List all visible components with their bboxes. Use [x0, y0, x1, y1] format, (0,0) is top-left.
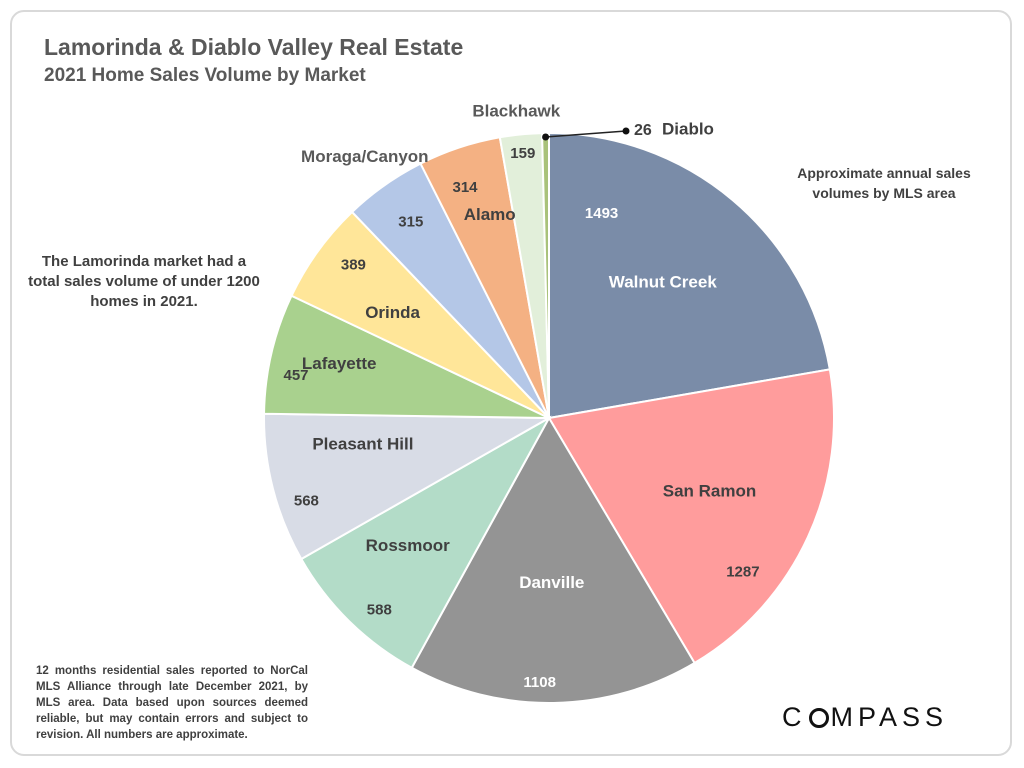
- slice-danville: [410, 415, 696, 704]
- slice-rossmoor: [299, 415, 552, 670]
- name-label-lafayette: Lafayette: [302, 354, 377, 373]
- value-label-rossmoor: 588: [367, 601, 392, 618]
- name-label-pleasant-hill: Pleasant Hill: [312, 435, 413, 454]
- name-label-danville: Danville: [519, 573, 584, 592]
- slice-walnut-creek: [548, 131, 831, 420]
- name-label-alamo: Alamo: [464, 205, 516, 224]
- value-label-walnut-creek: 1493: [585, 205, 618, 222]
- name-label-blackhawk: Blackhawk: [472, 101, 560, 120]
- pie-slices: [263, 131, 835, 704]
- compass-logo: C MPASS: [782, 702, 949, 732]
- name-label-rossmoor: Rossmoor: [366, 536, 450, 555]
- name-label-orinda: Orinda: [365, 303, 420, 322]
- chart-title: Lamorinda & Diablo Valley Real Estate: [44, 34, 464, 60]
- value-label-moraga-canyon: 315: [398, 213, 423, 230]
- value-label-blackhawk: 159: [510, 145, 535, 162]
- slice-diablo: [541, 131, 550, 419]
- name-label-diablo: Diablo: [662, 119, 714, 138]
- name-label-walnut-creek: Walnut Creek: [609, 272, 718, 291]
- value-label-pleasant-hill: 568: [294, 492, 319, 509]
- diablo-leader-dot: [622, 127, 630, 135]
- sales-volume-note: Approximate annual sales volumes by MLS …: [797, 165, 971, 201]
- slice-pleasant-hill: [263, 412, 553, 561]
- slice-lafayette: [263, 294, 550, 419]
- diablo-leader-line: [545, 130, 627, 138]
- slice-san-ramon: [547, 368, 835, 665]
- pie-labels: Walnut Creek 1493 San Ramon 1287 Danville 110…: [283, 101, 759, 690]
- value-label-orinda: 389: [341, 257, 366, 274]
- name-label-moraga-canyon: Moraga/Canyon: [301, 147, 429, 166]
- name-label-san-ramon: San Ramon: [663, 481, 757, 500]
- value-label-diablo: 26: [634, 122, 652, 139]
- lamorinda-note: The Lamorinda market had a total sales v…: [28, 253, 260, 310]
- chart-subtitle: 2021 Home Sales Volume by Market: [44, 65, 366, 86]
- diablo-leader-dot: [542, 133, 550, 141]
- source-footnote: 12 months residential sales reported to …: [36, 665, 308, 741]
- value-label-san-ramon: 1287: [726, 563, 759, 580]
- value-label-alamo: 314: [452, 179, 478, 196]
- value-label-lafayette: 457: [283, 367, 308, 384]
- value-label-danville: 1108: [523, 674, 556, 691]
